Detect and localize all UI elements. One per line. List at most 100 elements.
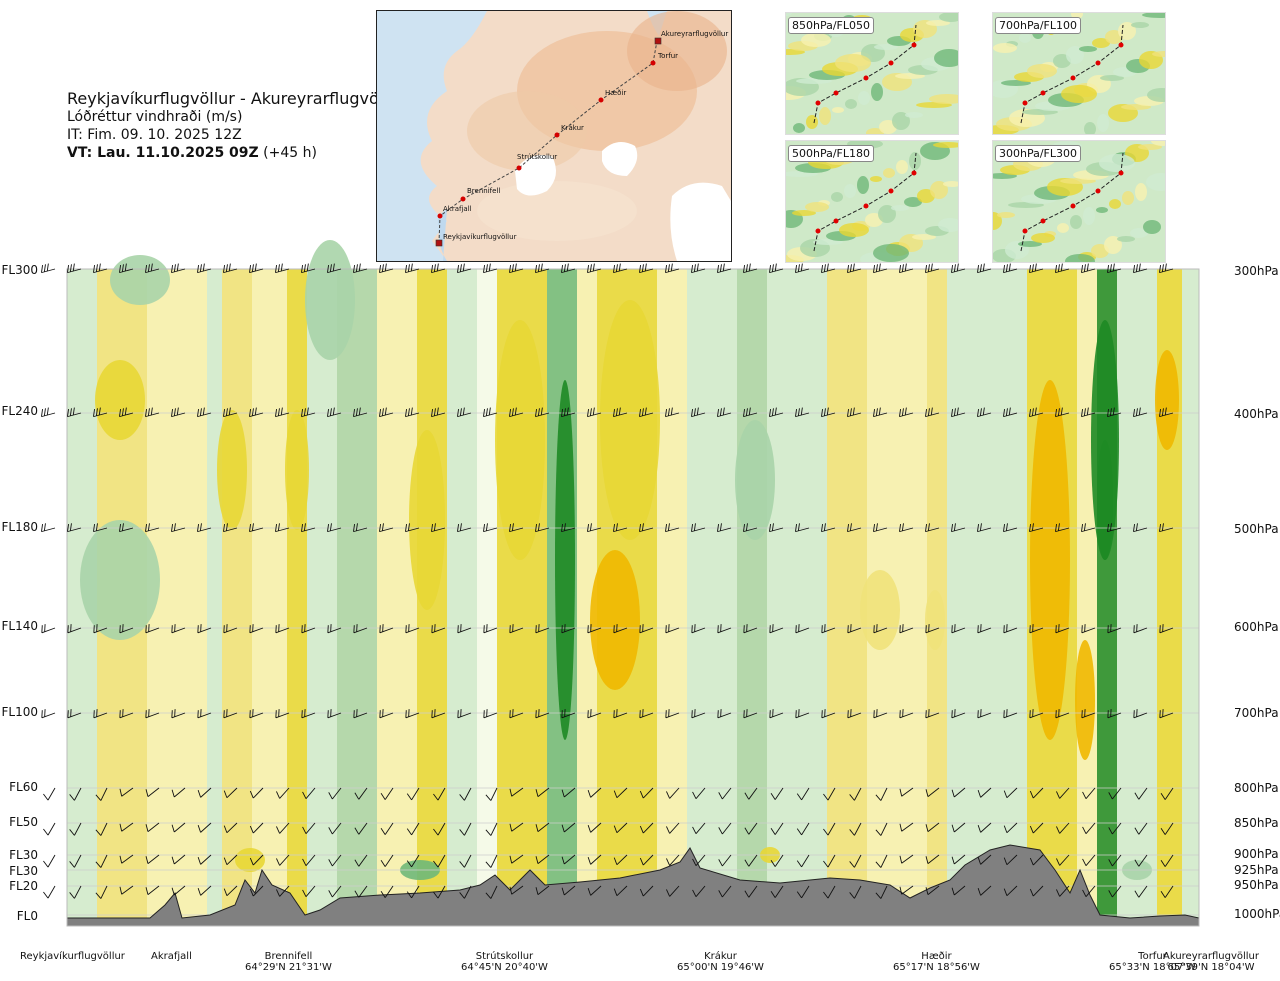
wind-barb — [692, 854, 706, 867]
wind-barb — [847, 709, 862, 719]
mini-map-field-blob — [930, 181, 948, 199]
wind-barb — [691, 263, 706, 274]
wind-barb — [925, 709, 940, 719]
x-waypoint-coord: 65°00'N 19°46'W — [677, 962, 764, 973]
wind-barb — [1082, 854, 1096, 867]
wind-barb — [249, 709, 264, 719]
wind-barb — [1003, 709, 1018, 719]
wind-barb — [535, 885, 550, 895]
wind-barb — [535, 263, 550, 274]
mini-map-canvas — [786, 141, 958, 262]
vertical-velocity-band — [767, 269, 827, 926]
wind-barb — [171, 624, 186, 634]
wind-barb — [1081, 263, 1096, 274]
mini-map-label: 500hPa/FL180 — [788, 145, 875, 162]
wind-barb — [67, 263, 82, 274]
wind-barb — [613, 885, 628, 897]
wind-barb — [1029, 263, 1044, 274]
wind-barb — [639, 263, 654, 274]
wind-barb — [769, 709, 784, 719]
vertical-velocity-band — [447, 269, 477, 926]
vertical-velocity-cell — [110, 255, 170, 305]
wind-barb — [873, 407, 888, 418]
wind-barb — [509, 263, 524, 274]
wind-barb — [145, 624, 160, 634]
wind-barb — [639, 885, 654, 897]
wind-barb — [717, 263, 732, 274]
mini-map-field-blob — [1061, 85, 1097, 103]
map-label-reykjavik: Reykjavíkurflugvöllur — [443, 233, 517, 241]
wind-barb — [457, 263, 472, 274]
wind-barb — [849, 822, 862, 836]
wind-barb — [1134, 822, 1148, 835]
wind-barb — [353, 407, 368, 418]
wind-barb — [875, 854, 888, 868]
wind-barb — [223, 523, 238, 533]
wind-barb — [899, 523, 914, 533]
mini-map-waypoint — [888, 60, 894, 66]
mini-map-waypoint — [833, 218, 839, 224]
wind-barb — [119, 263, 134, 274]
vertical-velocity-band — [477, 269, 497, 926]
wind-barb — [302, 854, 316, 867]
vertical-velocity-cell — [409, 430, 445, 610]
wind-barb — [301, 523, 316, 533]
vertical-velocity-band — [577, 269, 597, 926]
map-label-akrafjall: Akrafjall — [443, 205, 472, 213]
mini-map-field-blob — [858, 91, 870, 105]
wind-barb — [1160, 885, 1174, 898]
mini-map-500: 500hPa/FL180 — [785, 140, 959, 263]
wind-barb — [43, 787, 56, 801]
wind-barb — [95, 854, 108, 868]
wind-barb — [847, 624, 862, 634]
wind-barb — [770, 885, 784, 898]
wind-barb — [457, 624, 472, 634]
wind-barb — [1160, 787, 1174, 800]
mini-map-label: 700hPa/FL100 — [995, 17, 1082, 34]
mini-map-field-blob — [883, 168, 895, 178]
wind-barb — [535, 787, 550, 797]
wind-barb — [380, 787, 394, 800]
wind-barb — [821, 709, 836, 719]
wind-barb — [951, 822, 966, 833]
wind-barb — [1159, 709, 1174, 719]
wind-barb — [95, 787, 108, 801]
wind-barb — [613, 854, 628, 866]
wind-barb — [977, 885, 992, 896]
x-waypoint-name: Reykjavíkurflugvöllur — [20, 951, 125, 962]
wind-barb — [1107, 624, 1122, 634]
wind-barb — [223, 787, 238, 799]
y-label-left: FL100 — [1, 705, 39, 719]
wind-barb — [327, 407, 342, 418]
map-label-akureyri: Akureyrarflugvöllur — [661, 30, 728, 38]
vertical-velocity-cell — [600, 300, 660, 540]
wind-barb — [197, 709, 212, 719]
wind-barb — [795, 523, 810, 533]
wind-barb — [509, 624, 524, 634]
wind-barb — [796, 885, 810, 899]
wind-barb — [380, 854, 394, 867]
wind-barb — [795, 709, 810, 719]
vertical-velocity-cell — [285, 410, 309, 530]
wind-barb — [354, 822, 368, 835]
vertical-velocity-band — [1117, 269, 1157, 926]
y-label-left: FL30 — [9, 864, 38, 878]
wind-barb — [405, 624, 420, 634]
x-waypoint: Reykjavíkurflugvöllur — [20, 951, 125, 962]
wind-barb — [69, 787, 82, 801]
wind-barb — [43, 854, 56, 868]
wind-barb — [1159, 407, 1174, 418]
wind-barb — [613, 407, 628, 418]
wind-barb — [41, 709, 56, 719]
wind-barb — [1107, 263, 1122, 274]
wind-barb — [951, 854, 966, 865]
wind-barb — [483, 709, 498, 719]
mini-map-field-blob — [845, 99, 857, 109]
mini-map-field-blob — [892, 112, 910, 130]
wind-barb — [639, 787, 654, 799]
wind-barb — [1108, 787, 1122, 800]
mini-map-field-blob — [904, 197, 922, 207]
y-label-left: FL180 — [1, 520, 39, 534]
vertical-velocity-band — [207, 269, 222, 926]
